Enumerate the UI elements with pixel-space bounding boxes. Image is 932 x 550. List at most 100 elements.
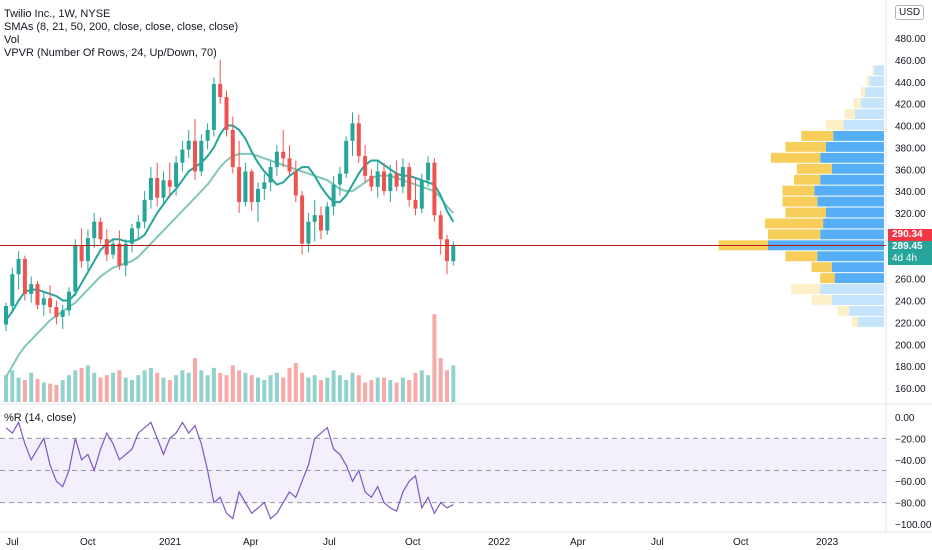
volume-bar bbox=[218, 372, 223, 402]
candle-body bbox=[136, 221, 141, 229]
currency-button[interactable]: USD bbox=[895, 5, 925, 20]
candle-body bbox=[344, 140, 349, 174]
volume-bar bbox=[4, 375, 8, 402]
williams-r-tick-label: −100.00 bbox=[895, 520, 932, 531]
candle-body bbox=[4, 305, 8, 325]
volume-bar bbox=[180, 370, 185, 402]
williams-r-tick-label: −20.00 bbox=[895, 434, 926, 445]
volume-bar bbox=[117, 370, 122, 402]
volume-bar bbox=[155, 372, 160, 402]
symbol-title[interactable]: Twilio Inc., 1W, NYSE bbox=[4, 8, 111, 20]
volume-profile-down-bar bbox=[860, 98, 884, 109]
time-tick-label: Oct bbox=[405, 537, 421, 548]
candle-body bbox=[243, 171, 248, 203]
price-tick-label: 320.00 bbox=[895, 209, 926, 220]
volume-profile-up-bar bbox=[794, 174, 821, 185]
volume-profile-down-bar bbox=[833, 130, 884, 141]
volume-bar bbox=[375, 377, 380, 402]
volume-bar bbox=[67, 375, 71, 402]
price-tick-label: 180.00 bbox=[895, 362, 926, 373]
williams-r-tick-label: 0.00 bbox=[895, 413, 915, 424]
volume-bar bbox=[41, 382, 46, 402]
candle-body bbox=[293, 171, 298, 196]
volume-profile-up-bar bbox=[852, 316, 858, 327]
volume-bar bbox=[224, 375, 229, 402]
candle-body bbox=[22, 258, 27, 294]
sma-legend[interactable]: SMAs (8, 21, 50, 200, close, close, clos… bbox=[4, 21, 239, 33]
candle-body bbox=[237, 167, 242, 203]
williams-r-tick-label: −80.00 bbox=[895, 499, 926, 510]
last-price-label: 290.34 bbox=[888, 229, 932, 241]
volume-profile-down-bar bbox=[831, 163, 884, 174]
volume-bar bbox=[29, 372, 34, 402]
volume-bar bbox=[256, 377, 260, 402]
price-tick-label: 380.00 bbox=[895, 143, 926, 154]
volume-bar bbox=[356, 375, 361, 402]
candle-body bbox=[407, 167, 412, 200]
candle-body bbox=[331, 184, 336, 207]
candle-body bbox=[300, 195, 305, 244]
candle-body bbox=[413, 199, 418, 209]
volume-bar bbox=[243, 372, 248, 402]
volume-bar bbox=[111, 372, 116, 402]
time-tick-label: Jul bbox=[6, 537, 19, 548]
volume-profile-down-bar bbox=[820, 284, 884, 295]
williams-r-legend[interactable]: %R (14, close) bbox=[4, 412, 77, 424]
vol-legend[interactable]: Vol bbox=[4, 34, 20, 46]
time-tick-label: Apr bbox=[570, 537, 586, 548]
candle-body bbox=[193, 140, 197, 172]
candle-body bbox=[312, 215, 317, 222]
price-tick-label: 240.00 bbox=[895, 297, 926, 308]
volume-bar bbox=[73, 370, 78, 402]
volume-bar bbox=[445, 370, 449, 402]
volume-bar bbox=[274, 372, 279, 402]
candle-body bbox=[363, 156, 368, 176]
volume-profile-up-bar bbox=[782, 185, 815, 196]
sma8-line bbox=[5, 124, 455, 321]
candle-body bbox=[306, 221, 311, 244]
volume-profile-down-bar bbox=[820, 152, 884, 163]
candle-body bbox=[445, 239, 449, 262]
volume-profile-down-bar bbox=[820, 229, 884, 240]
volume-profile-up-bar bbox=[801, 130, 834, 141]
williams-r-tick-label: −40.00 bbox=[895, 456, 926, 467]
volume-bar bbox=[79, 367, 84, 402]
time-tick-label: Jul bbox=[651, 537, 664, 548]
volume-bar bbox=[382, 377, 386, 402]
time-tick-label: Oct bbox=[80, 537, 96, 548]
volume-profile-up-bar bbox=[770, 152, 821, 163]
candle-body bbox=[382, 171, 386, 192]
candle-body bbox=[268, 167, 273, 183]
volume-profile-down-bar bbox=[849, 305, 884, 316]
volume-bar bbox=[22, 380, 27, 402]
candle-body bbox=[161, 180, 166, 198]
candle-body bbox=[426, 162, 431, 181]
volume-profile-up-bar bbox=[872, 65, 874, 76]
candle-body bbox=[180, 149, 185, 163]
candle-body bbox=[111, 243, 116, 255]
price-tick-label: 200.00 bbox=[895, 340, 926, 351]
vpvr-legend[interactable]: VPVR (Number Of Rows, 24, Up/Down, 70) bbox=[4, 47, 217, 59]
volume-bar bbox=[262, 380, 267, 402]
volume-profile-up-bar bbox=[782, 196, 818, 207]
candle-body bbox=[356, 123, 361, 157]
candle-body bbox=[394, 173, 399, 187]
candle-body bbox=[54, 307, 59, 317]
candle-body bbox=[148, 178, 153, 200]
volume-profile-up-bar bbox=[797, 163, 832, 174]
volume-bar bbox=[369, 380, 374, 402]
price-tick-label: 360.00 bbox=[895, 165, 926, 176]
candle-body bbox=[155, 178, 160, 198]
volume-profile-up-bar bbox=[785, 207, 826, 218]
candle-body bbox=[10, 274, 15, 306]
volume-profile-down-bar bbox=[843, 120, 884, 130]
volume-bar bbox=[85, 365, 90, 402]
time-tick-label: 2021 bbox=[159, 537, 182, 548]
volume-bar bbox=[211, 367, 216, 402]
candle-body bbox=[287, 158, 292, 172]
volume-bar bbox=[148, 367, 153, 402]
volume-bar bbox=[35, 378, 40, 402]
volume-bar bbox=[394, 382, 399, 402]
candle-body bbox=[388, 173, 393, 192]
